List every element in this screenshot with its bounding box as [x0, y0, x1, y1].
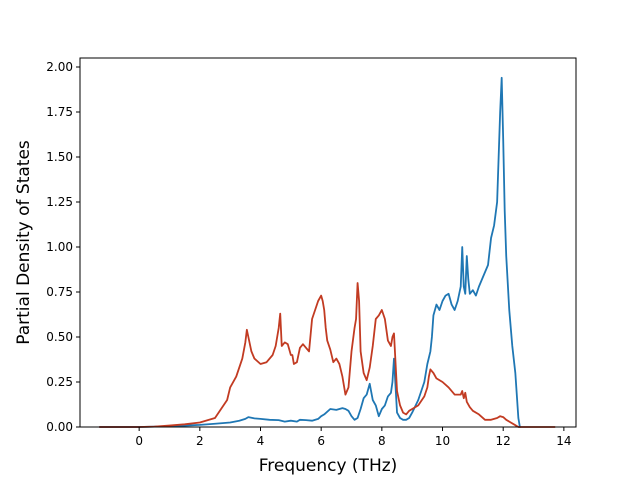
- x-tick-label: 6: [317, 434, 325, 448]
- series-line-2: [98, 282, 556, 428]
- y-axis-title: Partial Density of States: [14, 140, 34, 345]
- series-layer: [98, 76, 556, 428]
- x-tick-label: 14: [556, 434, 571, 448]
- x-tick-label: 0: [135, 434, 143, 448]
- y-tick-label: 1.75: [46, 105, 73, 119]
- y-tick-label: 1.00: [46, 240, 73, 254]
- x-tick-label: 4: [257, 434, 265, 448]
- y-tick-label: 1.25: [46, 195, 73, 209]
- x-tick-label: 2: [196, 434, 204, 448]
- x-tick-label: 10: [435, 434, 450, 448]
- x-axis-ticks: 0 2 4 6 8 10 12 14: [135, 427, 572, 448]
- y-tick-label: 2.00: [46, 60, 73, 74]
- series-line-1: [98, 76, 521, 428]
- y-tick-label: 0.50: [46, 330, 73, 344]
- plot-frame: [79, 57, 577, 428]
- y-tick-label: 0.75: [46, 285, 73, 299]
- axes-layer: [79, 57, 577, 428]
- x-tick-label: 12: [496, 434, 511, 448]
- y-tick-label: 0.00: [46, 420, 73, 434]
- y-tick-label: 1.50: [46, 150, 73, 164]
- x-axis-title: Frequency (THz): [259, 456, 398, 476]
- x-tick-label: 8: [378, 434, 386, 448]
- y-axis-ticks: 0.00 0.25 0.50 0.75 1.00 1.25 1.50 1.75 2.00: [46, 60, 80, 434]
- y-tick-label: 0.25: [46, 375, 73, 389]
